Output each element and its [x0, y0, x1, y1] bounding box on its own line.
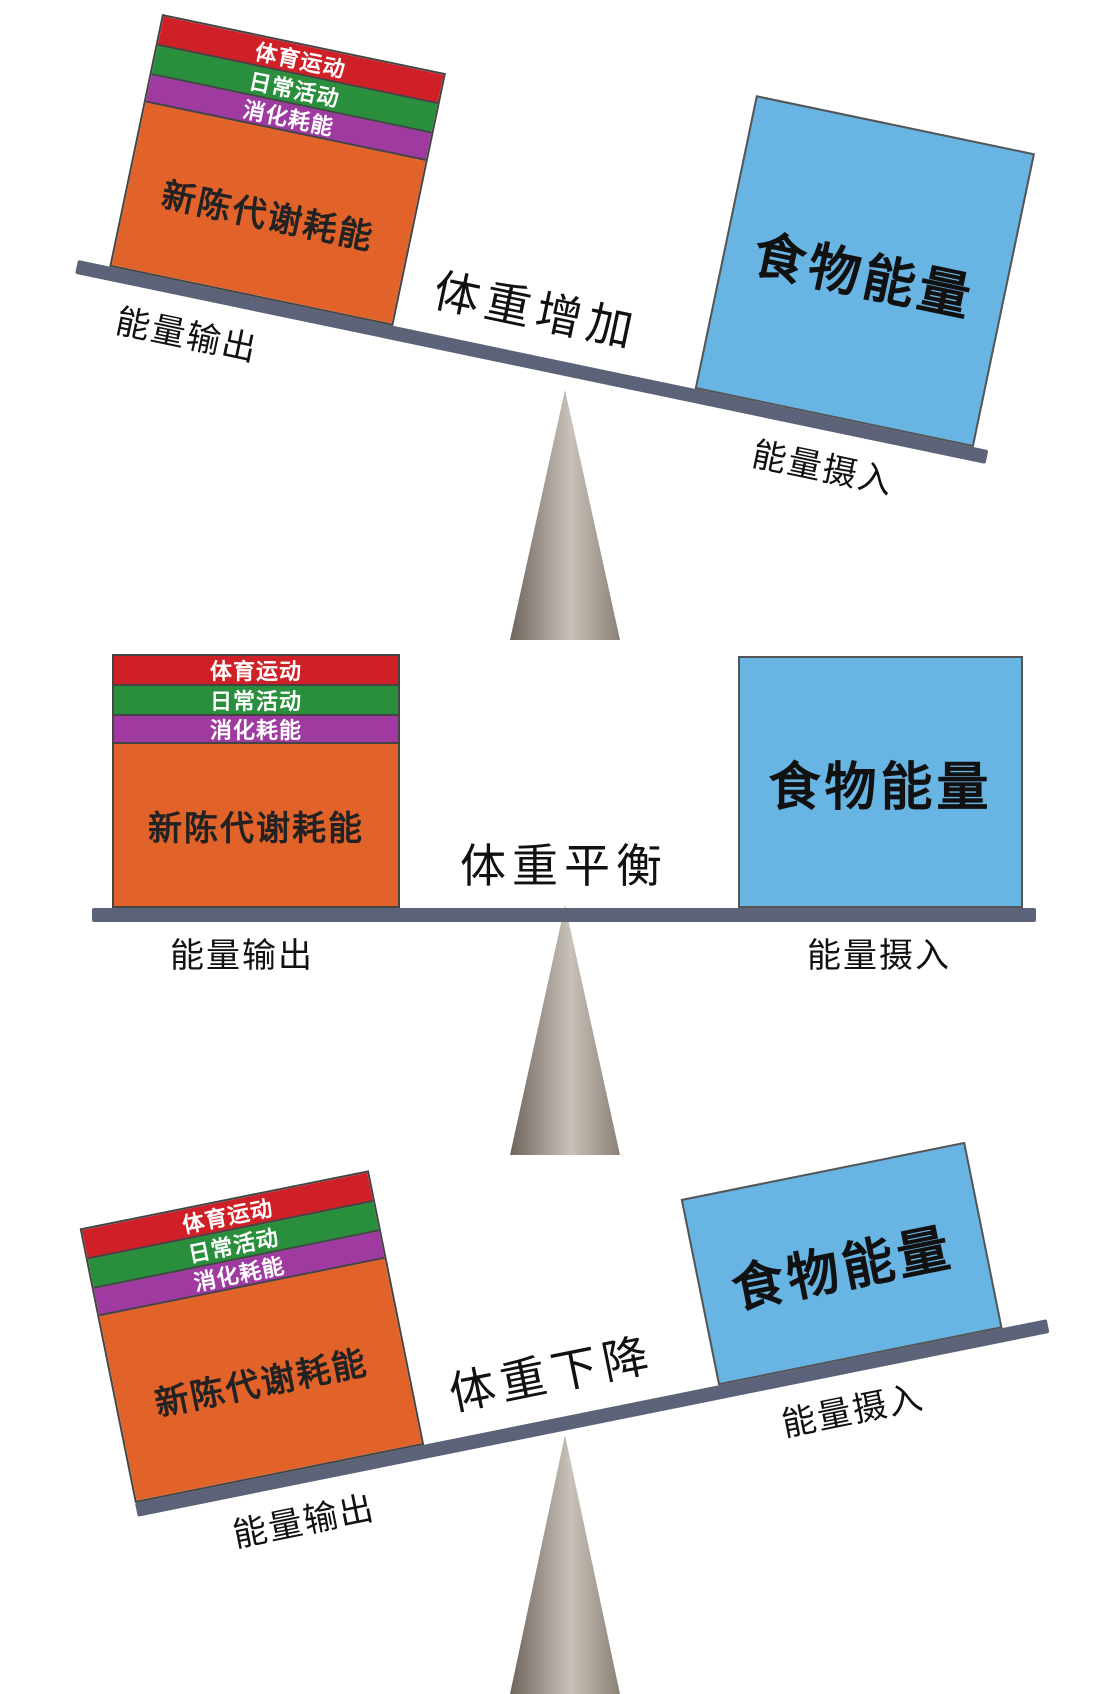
scene-weight-gain: 体育运动 日常活动 消化耗能 新陈代谢耗能 食物能量 能量输出 能量摄入 体重增…	[0, 0, 1108, 640]
energy-output-stack: 体育运动 日常活动 消化耗能 新陈代谢耗能	[112, 654, 400, 908]
weight-state-label: 体重平衡	[460, 839, 668, 893]
energy-input-label: 能量摄入	[807, 936, 951, 976]
metabolism-segment: 新陈代谢耗能	[114, 744, 398, 906]
energy-output-label: 能量输出	[170, 936, 314, 976]
scene-weight-balance: 体育运动 日常活动 消化耗能 新陈代谢耗能 食物能量 能量输出 能量摄入 体重平…	[0, 560, 1108, 1155]
fulcrum	[510, 1435, 620, 1694]
digestion-segment: 消化耗能	[114, 716, 398, 744]
food-energy-block: 食物能量	[738, 656, 1023, 908]
fulcrum	[510, 905, 620, 1155]
balance-beam	[92, 908, 1036, 922]
sport-segment: 体育运动	[114, 656, 398, 686]
fulcrum	[510, 390, 620, 640]
scene-weight-loss: 体育运动 日常活动 消化耗能 新陈代谢耗能 食物能量 能量输出 能量摄入 体重下…	[0, 1120, 1108, 1694]
daily-activity-segment: 日常活动	[114, 686, 398, 716]
energy-output-stack: 体育运动 日常活动 消化耗能 新陈代谢耗能	[79, 1170, 425, 1503]
food-energy-block: 食物能量	[694, 95, 1036, 448]
